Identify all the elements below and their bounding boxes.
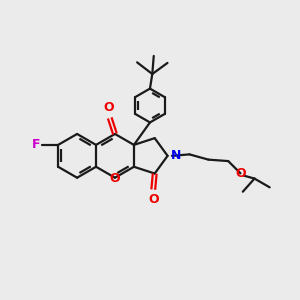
Text: O: O [148, 193, 159, 206]
Text: O: O [110, 172, 120, 185]
Text: O: O [235, 167, 246, 180]
Text: F: F [32, 138, 41, 152]
Text: O: O [104, 101, 115, 114]
Text: N: N [171, 149, 181, 162]
